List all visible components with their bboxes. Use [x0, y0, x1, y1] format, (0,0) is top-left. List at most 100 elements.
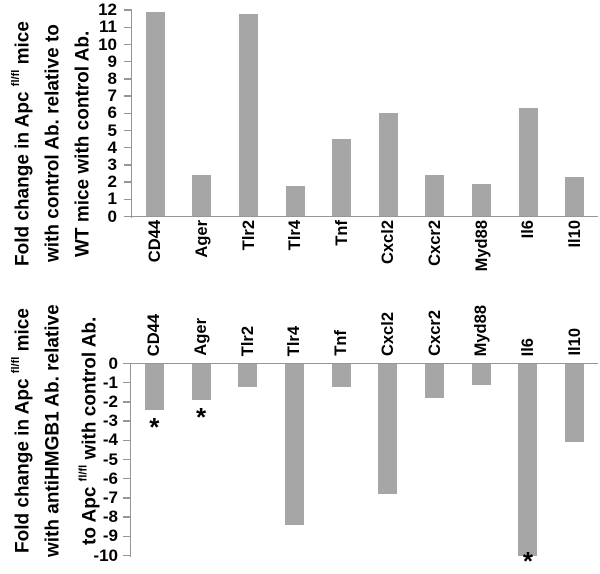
category-label-Tlr2: Tlr2: [238, 325, 257, 356]
category-label-Cxcl2: Cxcl2: [378, 311, 397, 356]
y-tick-label: -8: [102, 507, 118, 527]
y-tick-mark: [124, 146, 131, 149]
bar-Cxcr2: [425, 363, 445, 399]
category-label-Myd88: Myd88: [472, 220, 491, 272]
bar-Myd88: [472, 183, 491, 217]
y-tick-mark: [123, 401, 130, 403]
y-tick-label: 3: [107, 154, 117, 174]
y-tick-label: -10: [93, 545, 118, 565]
category-label-CD44: CD44: [146, 220, 165, 263]
category-label-Tlr4: Tlr4: [285, 325, 304, 356]
y-axis-line: [129, 363, 131, 557]
y-tick-mark: [124, 60, 131, 63]
y-tick-label: -1: [102, 372, 118, 392]
bar-Tlr2: [239, 13, 258, 217]
category-label-Tnf: Tnf: [332, 330, 351, 356]
x-axis-line: [130, 215, 598, 218]
category-label-Il6: Il6: [518, 337, 537, 356]
x-axis-line: [129, 362, 598, 365]
category-label-Tlr2: Tlr2: [239, 220, 258, 251]
significance-star-Il6: *: [522, 545, 533, 574]
y-tick-label: 0: [107, 206, 117, 226]
y-tick-label: 1: [107, 189, 117, 209]
y-tick-mark: [123, 458, 130, 461]
y-tick-mark: [123, 554, 130, 557]
y-tick-mark: [123, 381, 130, 384]
bar-Myd88: [471, 363, 491, 385]
bar-Il10: [565, 363, 585, 443]
y-tick-mark: [123, 497, 130, 499]
y-tick-mark: [124, 164, 131, 166]
y-tick-label: -4: [102, 430, 118, 450]
y-tick-label: 8: [107, 68, 117, 88]
y-tick-label: -7: [102, 487, 118, 507]
bar-Tnf: [331, 363, 351, 387]
y-axis-title-line: Fold change in Apc fl/fl mice: [10, 308, 34, 553]
y-tick-mark: [124, 215, 131, 218]
y-tick-mark: [123, 420, 130, 422]
y-tick-mark: [124, 26, 131, 29]
y-tick-mark: [123, 477, 130, 480]
category-label-Il6: Il6: [519, 220, 538, 239]
bar-Tlr2: [238, 363, 258, 387]
category-label-Ager: Ager: [192, 220, 211, 258]
significance-star-Ager: *: [195, 401, 207, 432]
y-tick-label: 9: [107, 51, 117, 71]
y-axis-line: [130, 9, 132, 218]
bar-Tnf: [332, 139, 352, 217]
category-label-Tnf: Tnf: [332, 220, 351, 246]
y-tick-mark: [123, 535, 130, 538]
bar-Ager: [191, 363, 211, 400]
bar-Tlr4: [284, 363, 304, 525]
category-label-Il10: Il10: [565, 328, 584, 356]
y-tick-label: 10: [98, 34, 117, 54]
y-tick-mark: [124, 9, 131, 11]
category-label-Il10: Il10: [565, 220, 584, 248]
y-tick-label: -5: [102, 449, 118, 469]
y-tick-mark: [124, 78, 131, 80]
y-tick-label: -6: [102, 468, 118, 488]
category-label-Cxcr2: Cxcr2: [425, 310, 444, 356]
y-tick-mark: [123, 362, 130, 365]
category-label-Myd88: Myd88: [472, 304, 491, 356]
bar-Tlr4: [285, 185, 305, 217]
bar-Il6: [518, 363, 538, 556]
y-tick-mark: [123, 516, 130, 518]
category-label-Cxcl2: Cxcl2: [379, 220, 398, 265]
y-tick-label: 11: [99, 17, 117, 37]
superscript: fl/fl: [10, 69, 22, 87]
y-tick-mark: [124, 43, 131, 46]
bar-Cxcl2: [378, 363, 398, 495]
y-tick-label: 6: [107, 103, 117, 123]
y-tick-mark: [124, 95, 131, 97]
y-tick-label: -2: [102, 391, 118, 411]
category-label-Ager: Ager: [192, 318, 211, 356]
bar-Il10: [565, 176, 585, 217]
category-label-CD44: CD44: [145, 313, 164, 356]
y-axis-title-line: Fold change in Apc fl/fl mice: [10, 21, 34, 266]
y-tick-label: 2: [107, 172, 117, 192]
y-tick-mark: [124, 198, 131, 201]
y-tick-label: -3: [102, 411, 118, 431]
bar-Ager: [192, 175, 212, 217]
bar-Cxcl2: [378, 113, 398, 217]
superscript: fl/fl: [10, 356, 22, 374]
category-label-Tlr4: Tlr4: [286, 220, 305, 251]
y-tick-label: -9: [102, 526, 118, 546]
category-label-Cxcr2: Cxcr2: [425, 220, 444, 266]
y-tick-label: 5: [107, 120, 117, 140]
y-tick-label: 7: [107, 86, 117, 106]
bar-CD44: [145, 11, 165, 217]
y-tick-label: 0: [108, 353, 118, 373]
bar-Cxcr2: [425, 175, 445, 217]
y-tick-label: 12: [98, 0, 117, 20]
bar-Il6: [518, 108, 538, 217]
y-tick-mark: [124, 112, 131, 115]
y-tick-mark: [123, 439, 130, 442]
y-tick-mark: [124, 129, 131, 132]
y-tick-mark: [124, 181, 131, 183]
significance-star-CD44: *: [149, 411, 160, 442]
y-tick-label: 4: [107, 137, 117, 157]
bar-CD44: [144, 363, 164, 410]
